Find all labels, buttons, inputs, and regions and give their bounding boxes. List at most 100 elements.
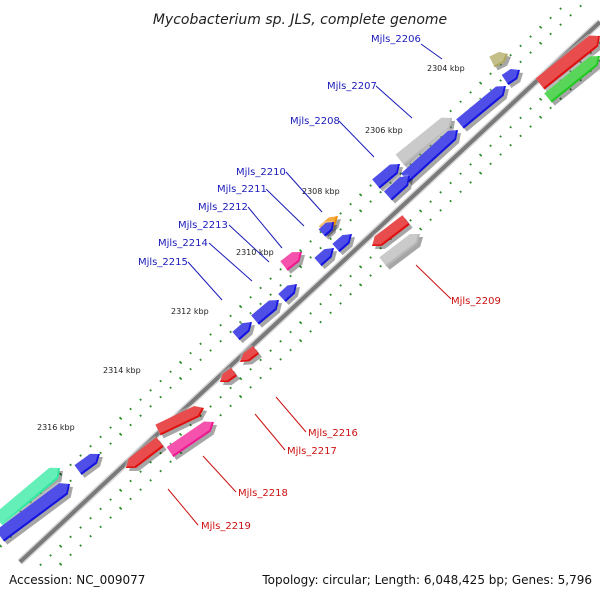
- tick-mark: [319, 246, 322, 250]
- tick-mark: [519, 44, 522, 48]
- tick-mark: [159, 395, 162, 399]
- gene-label-mjls-2207: Mjls_2207: [327, 81, 377, 92]
- gene-teal-feature: [0, 466, 63, 529]
- tick-mark: [478, 171, 483, 175]
- tick-mark: [298, 321, 303, 325]
- tick-mark: [99, 525, 102, 529]
- tick-label-2304: 2304 kbp: [427, 64, 465, 73]
- dotted-tick-tracks: [0, 4, 600, 567]
- tick-mark: [58, 544, 63, 548]
- tick-mark: [209, 333, 212, 336]
- tick-mark: [519, 134, 522, 138]
- tick-mark: [238, 376, 243, 381]
- tick-mark: [369, 184, 372, 187]
- gene-label-mjls-2219: Mjls_2219: [201, 521, 251, 532]
- gene-mjls-2215: [249, 298, 282, 328]
- tick-mark: [159, 379, 162, 383]
- tick-mark: [399, 172, 402, 175]
- tick-mark: [289, 348, 292, 352]
- gene-forward-blue: [72, 452, 103, 478]
- tick-mark: [478, 81, 483, 85]
- tick-mark: [459, 172, 462, 176]
- tick-mark: [439, 135, 442, 138]
- tick-mark: [379, 264, 382, 268]
- tick-mark: [309, 330, 312, 333]
- gene-mjls-2209-gray: [377, 232, 423, 270]
- gene-mjls-2216: [238, 344, 262, 365]
- tick-mark: [279, 358, 282, 361]
- tick-mark: [249, 295, 252, 299]
- gene-label-mjls-2206: Mjls_2206: [371, 34, 421, 45]
- tick-mark: [298, 249, 303, 253]
- tick-mark: [429, 218, 432, 221]
- tick-mark: [269, 367, 272, 370]
- tick-mark: [149, 389, 152, 392]
- tick-mark: [58, 562, 63, 566]
- tick-mark: [79, 526, 82, 529]
- tick-mark: [499, 79, 502, 82]
- tick-mark: [178, 360, 183, 365]
- tick-mark: [349, 202, 352, 206]
- tick-mark: [409, 218, 412, 222]
- gene-forward-blue: [500, 67, 523, 88]
- tick-mark: [249, 385, 252, 389]
- tick-mark: [509, 125, 512, 129]
- tick-mark: [389, 181, 392, 185]
- tick-mark: [118, 432, 123, 436]
- tick-mark: [549, 106, 552, 110]
- tick-mark: [89, 444, 92, 448]
- tick-mark: [549, 32, 552, 36]
- map-title: Mycobacterium sp. JLS, complete genome: [153, 12, 447, 28]
- tick-mark: [99, 507, 102, 511]
- tick-mark: [178, 376, 183, 381]
- tick-mark: [429, 144, 432, 147]
- gene-mjls-2218: [165, 420, 217, 460]
- tick-mark: [219, 413, 222, 417]
- gene-label-mjls-2216: Mjls_2216: [308, 428, 358, 439]
- tick-mark: [259, 358, 262, 362]
- tick-mark: [409, 162, 412, 166]
- tick-mark: [39, 563, 42, 567]
- tick-mark: [199, 358, 202, 362]
- tick-mark: [459, 100, 462, 104]
- tick-mark: [269, 293, 272, 296]
- tick-mark: [559, 7, 562, 10]
- tick-mark: [579, 60, 582, 64]
- gene-label-mjls-2209: Mjls_2209: [451, 296, 501, 307]
- tick-mark: [309, 312, 312, 315]
- tick-mark: [339, 228, 342, 231]
- gene-features: [0, 34, 600, 545]
- tick-mark: [229, 330, 232, 334]
- tick-mark: [559, 23, 562, 26]
- gene-label-mjls-2213: Mjls_2213: [178, 220, 228, 231]
- tick-mark: [0, 544, 3, 548]
- gene-mjls-2208: [394, 116, 455, 169]
- tick-mark: [369, 200, 372, 203]
- tick-mark: [439, 209, 442, 212]
- tick-mark: [369, 274, 372, 277]
- tick-mark: [79, 454, 82, 457]
- tick-mark: [569, 70, 572, 73]
- tick-mark: [349, 274, 352, 278]
- tick-mark: [99, 451, 102, 455]
- tick-mark: [159, 451, 162, 455]
- tick-label-2310: 2310 kbp: [236, 248, 274, 257]
- tick-mark: [418, 209, 423, 213]
- tick-mark: [358, 265, 363, 269]
- tick-mark: [259, 376, 262, 380]
- tick-mark: [69, 553, 72, 557]
- tick-mark: [289, 330, 292, 334]
- gene-label-mjls-2212: Mjls_2212: [198, 202, 248, 213]
- tick-mark: [169, 442, 172, 446]
- tick-mark: [519, 60, 522, 64]
- tick-mark: [139, 488, 142, 491]
- gene-green-large: [542, 54, 600, 106]
- tick-mark: [58, 472, 63, 476]
- tick-label-2308: 2308 kbp: [302, 187, 340, 196]
- tick-mark: [519, 116, 522, 120]
- tick-mark: [69, 463, 72, 467]
- tick-mark: [309, 240, 312, 243]
- tick-mark: [339, 284, 342, 287]
